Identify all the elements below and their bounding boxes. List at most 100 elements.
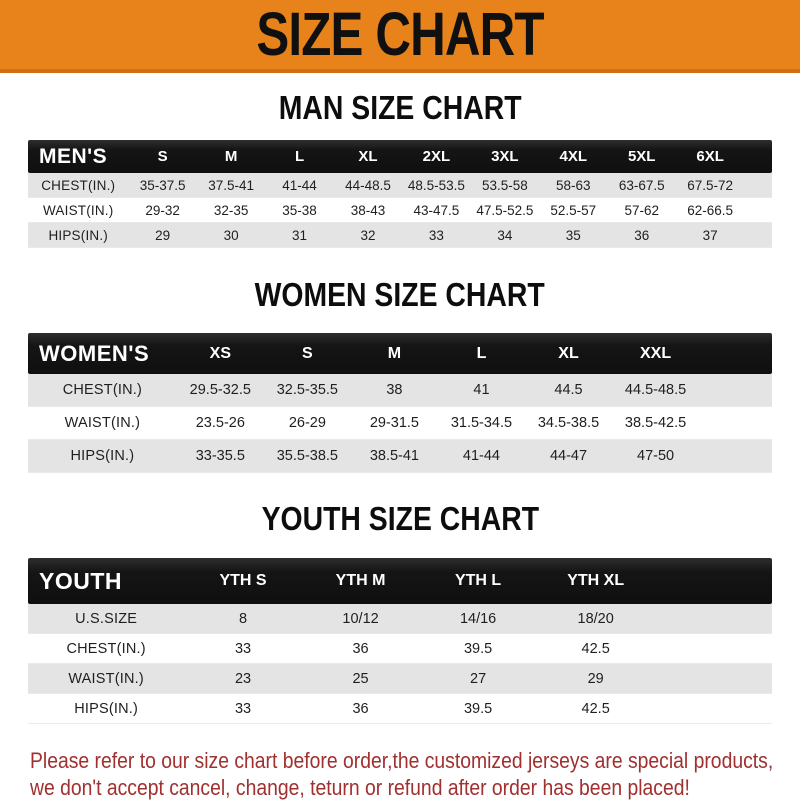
row-label: WAIST(IN.) xyxy=(68,670,144,687)
row-label: U.S.SIZE xyxy=(75,610,138,627)
table-row: U.S.SIZE 8 10/12 14/16 18/20 xyxy=(28,604,772,634)
size-column-header: 4XL xyxy=(559,148,588,165)
table-row: WAIST(IN.) 23.5-26 26-29 29-31.5 31.5-34.5 34… xyxy=(28,407,772,440)
size-column-header: XXL xyxy=(639,344,672,362)
size-column-header: 5XL xyxy=(627,148,656,165)
size-cell: 53.5-58 xyxy=(481,177,528,193)
group-label: WOMEN'S xyxy=(39,340,150,366)
size-chart-banner: SIZE CHART xyxy=(0,0,800,73)
size-cell: 37 xyxy=(702,227,718,243)
size-cell: 35 xyxy=(565,227,581,243)
youth-size-table: YOUTH YTH S YTH M YTH L YTH XL U.S.SIZE 8 10/12… xyxy=(28,558,772,724)
size-cell: 14/16 xyxy=(459,610,497,627)
size-column-header: 3XL xyxy=(491,148,519,165)
size-cell: 41 xyxy=(473,382,490,398)
section-women: WOMEN SIZE CHART WOMEN'S XS S M L XL XXL CHEST(… xyxy=(0,276,800,473)
size-cell: 37.5-41 xyxy=(208,177,254,193)
table-row: HIPS(IN.) 29 30 31 32 33 34 35 36 37 xyxy=(28,223,772,248)
size-cell: 44-47 xyxy=(549,448,588,464)
disclaimer-line-1: Please refer to our size chart before or… xyxy=(30,748,774,773)
row-label: CHEST(IN.) xyxy=(41,177,116,193)
size-column-header: L xyxy=(476,344,487,362)
size-cell: 29-31.5 xyxy=(369,415,419,431)
size-cell: 29-32 xyxy=(145,202,180,218)
size-cell: 34 xyxy=(497,227,513,243)
size-cell: 30 xyxy=(223,227,239,243)
size-column-header: 6XL xyxy=(696,148,724,165)
size-cell: 34.5-38.5 xyxy=(537,415,600,431)
group-label: MEN'S xyxy=(39,144,108,168)
size-cell: 29.5-32.5 xyxy=(189,382,251,398)
size-cell: 8 xyxy=(238,610,248,627)
size-cell: 48.5-53.5 xyxy=(407,177,465,193)
size-cell: 42.5 xyxy=(581,640,610,657)
size-cell: 63-67.5 xyxy=(618,177,665,193)
size-cell: 35-37.5 xyxy=(139,177,186,193)
table-header-row: MEN'S S M L XL 2XL 3XL 4XL 5XL 6XL xyxy=(28,140,772,173)
size-column-header: XL xyxy=(358,148,378,165)
row-label: WAIST(IN.) xyxy=(64,415,141,431)
size-cell: 18/20 xyxy=(577,610,614,627)
men-section-title: MAN SIZE CHART xyxy=(0,89,800,127)
size-cell: 36 xyxy=(352,640,369,657)
table-header-row: YOUTH YTH S YTH M YTH L YTH XL xyxy=(28,558,772,604)
row-label: CHEST(IN.) xyxy=(62,382,143,398)
size-cell: 44.5 xyxy=(554,382,583,398)
size-cell: 38.5-42.5 xyxy=(624,415,687,431)
size-cell: 42.5 xyxy=(581,700,610,717)
youth-section-title-text: YOUTH SIZE CHART xyxy=(261,500,539,537)
size-cell: 27 xyxy=(470,670,487,687)
women-size-table: WOMEN'S XS S M L XL XXL CHEST(IN.) 29.5-32.5 32.5… xyxy=(28,333,772,473)
group-label: YOUTH xyxy=(39,567,122,594)
size-cell: 41-44 xyxy=(282,177,317,193)
section-youth: YOUTH SIZE CHART YOUTH YTH S YTH M YTH L YTH… xyxy=(0,500,800,724)
size-cell: 47.5-52.5 xyxy=(476,202,534,218)
size-column-header: YTH S xyxy=(219,572,267,589)
table-row: CHEST(IN.) 35-37.5 37.5-41 41-44 44-48.5 48.5… xyxy=(28,173,772,198)
row-label: HIPS(IN.) xyxy=(48,227,108,243)
size-cell: 58-63 xyxy=(556,177,591,193)
size-cell: 47-50 xyxy=(637,448,675,464)
disclaimer-line-2: we don't accept cancel, change, teturn o… xyxy=(30,775,690,800)
size-cell: 52.5-57 xyxy=(550,202,597,218)
men-size-table: MEN'S S M L XL 2XL 3XL 4XL 5XL 6XL CHEST(IN.) 35-37… xyxy=(28,140,772,248)
size-cell: 33 xyxy=(428,227,444,243)
size-column-header: YTH M xyxy=(335,572,386,589)
size-cell: 36 xyxy=(352,700,369,717)
size-column-header: YTH L xyxy=(454,572,502,589)
row-label: CHEST(IN.) xyxy=(66,640,146,657)
table-header-row: WOMEN'S XS S M L XL XXL xyxy=(28,333,772,374)
size-cell: 38.5-41 xyxy=(369,448,419,464)
size-cell: 25 xyxy=(352,670,369,687)
size-cell: 23.5-26 xyxy=(195,415,245,431)
size-cell: 44.5-48.5 xyxy=(624,382,687,398)
size-cell: 26-29 xyxy=(288,415,326,431)
size-cell: 57-62 xyxy=(624,202,659,218)
size-cell: 62-66.5 xyxy=(687,202,734,218)
table-row: CHEST(IN.) 33 36 39.5 42.5 xyxy=(28,634,772,664)
size-cell: 29 xyxy=(587,670,604,687)
banner-title: SIZE CHART xyxy=(256,0,544,69)
size-cell: 44-48.5 xyxy=(345,177,391,193)
size-column-header: XS xyxy=(209,344,231,362)
size-cell: 43-47.5 xyxy=(413,202,460,218)
men-section-title-text: MAN SIZE CHART xyxy=(278,89,522,126)
size-cell: 29 xyxy=(155,227,171,243)
size-cell: 31 xyxy=(292,227,308,243)
size-cell: 32-35 xyxy=(213,202,249,218)
size-cell: 32 xyxy=(360,227,376,243)
women-section-title-text: WOMEN SIZE CHART xyxy=(254,276,546,313)
size-column-header: L xyxy=(294,148,305,165)
size-cell: 31.5-34.5 xyxy=(450,415,513,431)
size-cell: 33 xyxy=(234,700,252,717)
size-column-header: S xyxy=(157,148,168,165)
size-column-header: YTH XL xyxy=(567,572,625,589)
size-cell: 33-35.5 xyxy=(195,448,245,464)
size-cell: 38-43 xyxy=(350,202,386,218)
size-cell: 67.5-72 xyxy=(687,177,734,193)
table-row: CHEST(IN.) 29.5-32.5 32.5-35.5 38 41 44.5 44.5… xyxy=(28,374,772,407)
size-column-header: 2XL xyxy=(422,148,451,165)
table-row: HIPS(IN.) 33 36 39.5 42.5 xyxy=(28,694,772,724)
size-column-header: M xyxy=(387,344,402,362)
row-label: HIPS(IN.) xyxy=(74,700,139,717)
